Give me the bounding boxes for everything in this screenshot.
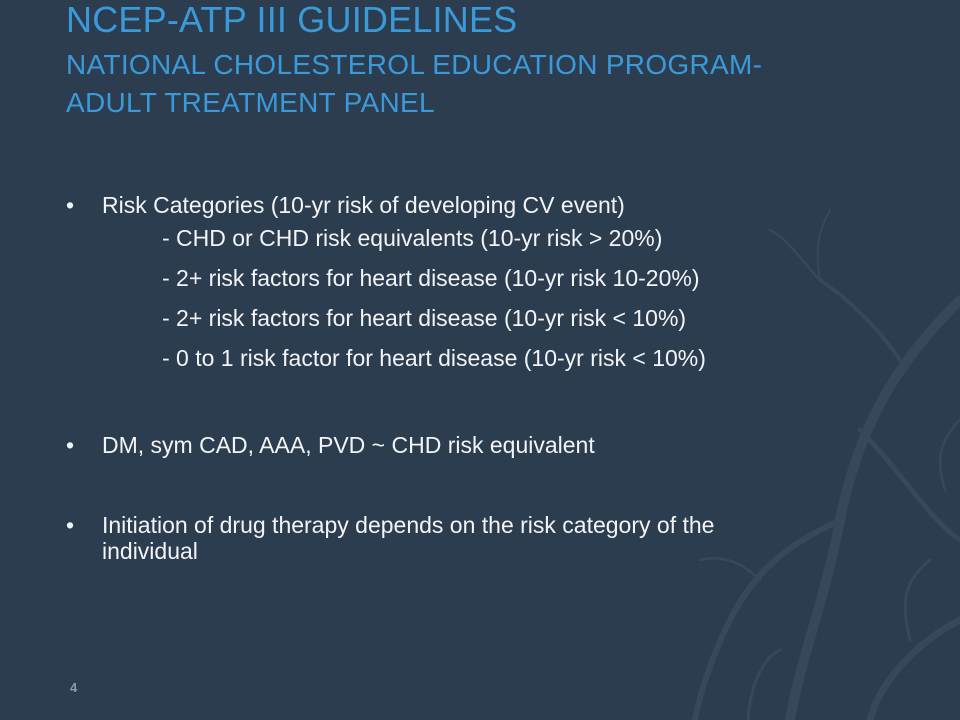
bullet-text: DM, sym CAD, AAA, PVD ~ CHD risk equival…: [102, 432, 595, 458]
bullet-marker: •: [66, 512, 75, 538]
bullet-item-risk-equivalent: • DM, sym CAD, AAA, PVD ~ CHD risk equiv…: [66, 432, 866, 458]
bullet-item-drug-therapy: • Initiation of drug therapy depends on …: [66, 512, 806, 564]
sub-item: - 0 to 1 risk factor for heart disease (…: [162, 345, 706, 371]
bullet-item-risk-categories: • Risk Categories (10-yr risk of develop…: [66, 192, 866, 378]
sub-item: - CHD or CHD risk equivalents (10-yr ris…: [162, 225, 663, 251]
title-block: NCEP-ATP III GUIDELINES NATIONAL CHOLEST…: [66, 0, 926, 122]
bullet-marker: •: [66, 192, 75, 218]
bullet-text: Risk Categories (10-yr risk of developin…: [102, 192, 625, 218]
slide-subtitle: NATIONAL CHOLESTEROL EDUCATION PROGRAM- …: [66, 46, 926, 122]
sub-item: - 2+ risk factors for heart disease (10-…: [162, 265, 700, 291]
subtitle-line-1: NATIONAL CHOLESTEROL EDUCATION PROGRAM-: [66, 49, 763, 80]
bullet-text: Initiation of drug therapy depends on th…: [102, 512, 715, 564]
page-number: 4: [70, 680, 78, 695]
subtitle-line-2: ADULT TREATMENT PANEL: [66, 87, 435, 118]
slide-title: NCEP-ATP III GUIDELINES: [66, 0, 518, 40]
sub-item: - 2+ risk factors for heart disease (10-…: [162, 305, 687, 331]
sub-list: - CHD or CHD risk equivalents (10-yr ris…: [66, 218, 866, 378]
bullet-marker: •: [66, 432, 75, 458]
